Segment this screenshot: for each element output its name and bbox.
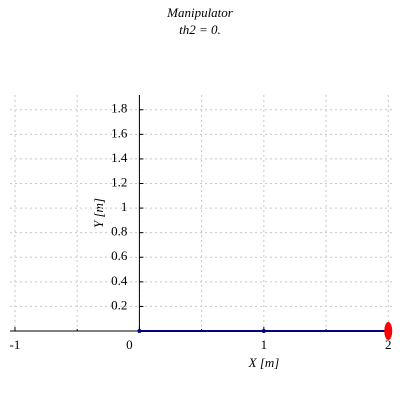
joint — [137, 329, 142, 333]
y-tick-label: 0.6 — [111, 248, 128, 263]
x-tick-label: 2 — [385, 337, 392, 352]
y-axis-label: Y [m] — [91, 198, 106, 228]
joint — [261, 329, 266, 333]
y-tick-label: 1.6 — [111, 125, 128, 140]
y-tick-label: 1.8 — [111, 101, 127, 116]
y-tick-label: 1.4 — [111, 150, 128, 165]
x-tick-label: 0 — [126, 337, 133, 352]
x-tick-label: -1 — [10, 337, 21, 352]
chart-subtitle: th2 = 0. — [179, 22, 221, 37]
chart-title: Manipulator — [166, 5, 234, 20]
y-tick-label: 0.8 — [111, 224, 127, 239]
y-tick-label: 1 — [121, 199, 128, 214]
end-effector — [384, 322, 393, 340]
x-tick-label: 1 — [261, 337, 268, 352]
y-tick-label: 0.4 — [111, 273, 128, 288]
y-tick-label: 1.2 — [111, 174, 127, 189]
x-axis-label: X [m] — [248, 355, 280, 370]
y-tick-label: 0.2 — [111, 297, 127, 312]
